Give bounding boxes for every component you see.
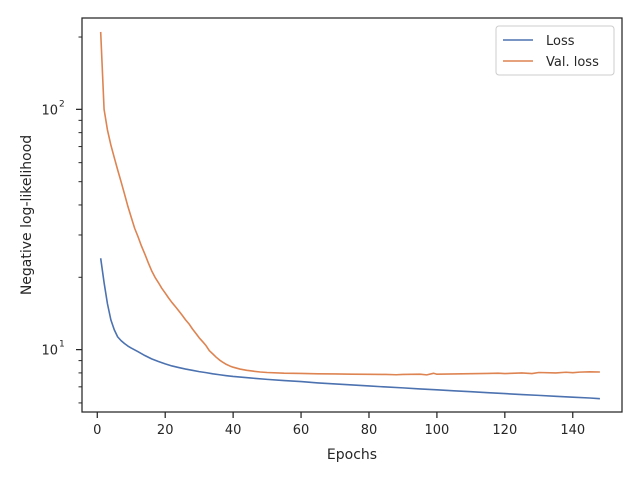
x-axis-label: Epochs [327, 447, 377, 463]
series-line-loss [99, 258, 600, 400]
series-lines [99, 31, 600, 400]
legend-label-loss: Loss [546, 34, 575, 49]
plot-frame [81, 17, 623, 413]
x-tick-label: 60 [293, 423, 310, 438]
x-tick-label: 120 [492, 423, 517, 438]
series-line-val-loss [99, 31, 600, 376]
x-tick-label: 80 [361, 423, 378, 438]
y-tick-label: 10 [41, 103, 58, 118]
plot-area [81, 17, 623, 413]
y-tick-exponent: 2 [59, 99, 65, 109]
x-tick-label: 100 [424, 423, 449, 438]
y-tick-label: 10 [41, 344, 58, 359]
legend: Loss Val. loss [495, 25, 615, 76]
x-tick-label: 0 [93, 423, 101, 438]
legend-label-val-loss: Val. loss [546, 55, 599, 70]
x-axis-ticks: 0 20 40 60 80 100 120 140 [93, 412, 585, 438]
x-tick-label: 40 [225, 423, 242, 438]
x-tick-label: 140 [560, 423, 585, 438]
x-tick-label: 20 [157, 423, 174, 438]
y-axis-label: Negative log-likelihood [19, 135, 35, 295]
y-tick-exponent: 1 [59, 340, 65, 350]
legend-box [495, 25, 615, 76]
